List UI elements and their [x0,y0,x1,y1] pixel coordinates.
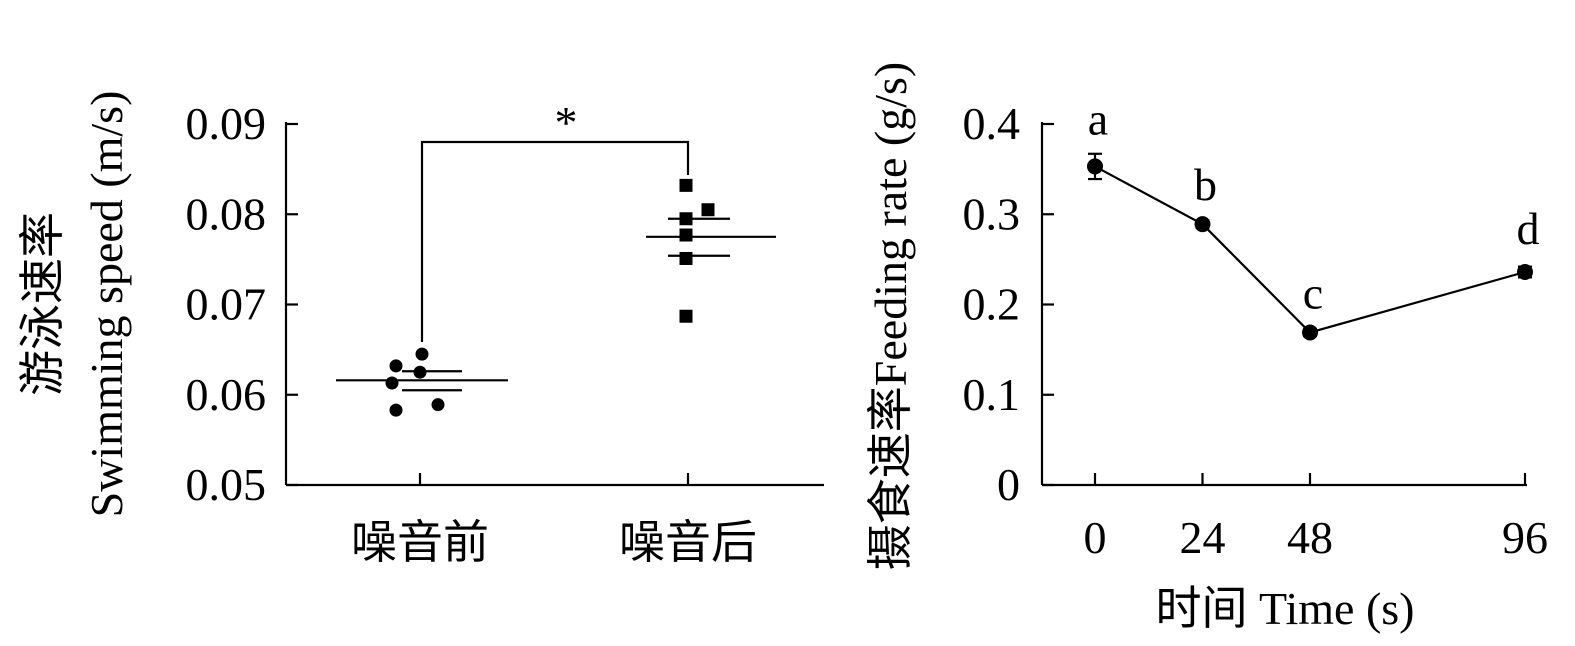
significance-letter: b [1194,159,1217,210]
significance-letter: d [1517,203,1540,254]
right-y-tick-label: 0.4 [963,98,1021,149]
feeding-rate-data-points [1087,158,1533,341]
feeding-rate-point [1087,158,1103,175]
data-point-before-noise [385,376,399,390]
significance-letter: a [1088,93,1108,144]
left-y-tick-label: 0.08 [186,188,267,239]
data-point-before-noise [415,347,429,361]
data-point-after-noise [679,212,693,226]
left-y-axis-title-en: Swimming speed (m/s) [81,91,132,518]
right-y-axis-title: 摄食速率Feeding rate (g/s) [865,62,916,570]
right-y-ticks: 0 0.1 0.2 0.3 0.4 [963,98,1054,510]
right-y-tick-label: 0.3 [963,188,1021,239]
right-x-tick-label: 96 [1502,512,1548,563]
feeding-rate-letter-labels: a b c d [1088,93,1540,318]
data-point-after-noise [679,309,693,323]
left-mean-se-marks [336,217,776,392]
data-point-before-noise [413,365,427,379]
left-y-ticks: 0.05 0.06 0.07 0.08 0.09 [186,98,690,510]
data-point-after-noise [679,178,693,192]
left-y-tick-label: 0.07 [186,279,267,330]
left-y-tick-label: 0.09 [186,98,267,149]
right-x-tick-label: 0 [1084,512,1107,563]
data-point-after-noise [679,251,693,265]
left-y-tick-label: 0.05 [186,459,267,510]
feeding-rate-panel: 0 0.1 0.2 0.3 0.4 0 24 48 96 时间 Time (s) 摄食速率Fe… [865,62,1548,634]
data-point-after-noise [679,228,693,242]
data-point-before-noise [431,398,445,412]
right-y-tick-label: 0 [997,459,1020,510]
feeding-rate-point [1194,216,1211,233]
right-x-tick-label: 48 [1287,512,1333,563]
left-category-label-before: 噪音前 [351,517,489,568]
right-x-ticks: 0 24 48 96 [1084,473,1548,563]
left-y-tick-label: 0.06 [186,369,267,420]
left-data-points [385,178,715,417]
significance-letter: c [1303,267,1323,318]
feeding-rate-point [1302,324,1318,341]
data-point-after-noise [701,203,715,217]
right-y-tick-label: 0.2 [963,279,1021,330]
significance-bracket [420,140,690,342]
data-point-before-noise [389,359,403,373]
left-y-axis-title-cn: 游泳速率 [17,212,68,396]
feeding-rate-point [1517,264,1533,281]
data-point-before-noise [389,403,403,417]
left-category-label-after: 噪音后 [619,517,757,568]
significance-marker: * [555,97,578,148]
feeding-rate-series-line [1094,165,1526,334]
right-y-tick-label: 0.1 [963,369,1021,420]
right-x-tick-label: 24 [1180,512,1226,563]
right-x-axis-title: 时间 Time (s) [1156,583,1415,634]
swimming-speed-panel: 0.05 0.06 0.07 0.08 0.09 噪音前 噪音后 游泳速率 Swimmi… [17,91,824,568]
